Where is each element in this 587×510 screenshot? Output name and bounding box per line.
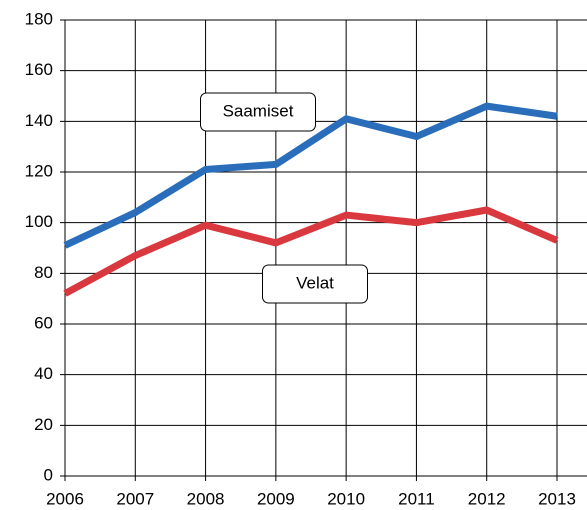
- x-tick-label: 2010: [327, 489, 365, 508]
- series-label: Velat: [262, 264, 368, 304]
- x-tick-label: 2008: [187, 489, 225, 508]
- y-tick-label: 0: [44, 465, 53, 484]
- series-line: [63, 102, 558, 249]
- label-text: Velat: [296, 273, 334, 292]
- series-label: Saamiset: [200, 92, 316, 132]
- y-tick-label: 60: [34, 313, 53, 332]
- x-tick-label: 2012: [468, 489, 506, 508]
- x-tick-label: 2009: [257, 489, 295, 508]
- label-box: [200, 92, 316, 132]
- label-box: [262, 264, 368, 304]
- y-tick-label: 180: [25, 9, 53, 28]
- y-tick-label: 160: [25, 60, 53, 79]
- y-tick-label: 40: [34, 364, 53, 383]
- series-line: [63, 206, 559, 297]
- y-tick-label: 100: [25, 212, 53, 231]
- y-tick-label: 120: [25, 161, 53, 180]
- y-tick-label: 20: [34, 415, 53, 434]
- x-tick-label: 2013: [538, 489, 576, 508]
- y-tick-label: 80: [34, 263, 53, 282]
- y-tick-label: 140: [25, 111, 53, 130]
- x-tick-label: 2006: [46, 489, 84, 508]
- x-tick-label: 2011: [398, 489, 435, 508]
- label-text: Saamiset: [223, 101, 294, 120]
- x-tick-label: 2007: [116, 489, 154, 508]
